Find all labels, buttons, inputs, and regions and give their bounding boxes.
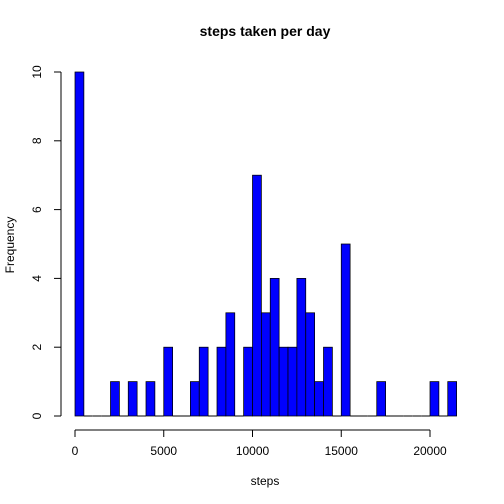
histogram-bar <box>448 382 457 416</box>
histogram-bar <box>217 347 226 416</box>
histogram-bar <box>261 313 270 416</box>
histogram-bar <box>297 278 306 416</box>
histogram-bar <box>315 382 324 416</box>
histogram-bar <box>377 382 386 416</box>
x-tick-label: 0 <box>72 444 79 458</box>
histogram-bar <box>324 347 333 416</box>
y-axis-label: Frequency <box>3 217 17 274</box>
y-axis: 0 2 4 6 8 10 <box>30 65 61 419</box>
y-tick-label: 10 <box>30 65 44 79</box>
y-tick-label: 6 <box>30 206 44 213</box>
histogram-bar <box>279 347 288 416</box>
histogram-bar <box>244 347 253 416</box>
histogram-bar <box>306 313 315 416</box>
x-axis: 0 5000 10000 15000 20000 <box>72 430 447 458</box>
histogram-bar <box>430 382 439 416</box>
histogram-bar <box>199 347 208 416</box>
histogram-bar <box>341 244 350 416</box>
y-tick-label: 4 <box>30 275 44 282</box>
x-axis-label: steps <box>251 474 280 488</box>
y-tick-label: 2 <box>30 344 44 351</box>
histogram-bar <box>164 347 173 416</box>
histogram-bar <box>146 382 155 416</box>
y-tick-label: 0 <box>30 412 44 419</box>
histogram-bar <box>75 72 84 416</box>
bars-group <box>75 72 457 416</box>
x-tick-label: 15000 <box>325 444 359 458</box>
x-tick-label: 20000 <box>413 444 447 458</box>
y-tick-label: 8 <box>30 137 44 144</box>
histogram-bar <box>226 313 235 416</box>
x-tick-label: 10000 <box>236 444 270 458</box>
histogram-bar <box>253 175 262 416</box>
histogram-bar <box>128 382 137 416</box>
chart-title: steps taken per day <box>200 23 331 39</box>
histogram-bar <box>270 278 279 416</box>
x-tick-label: 5000 <box>150 444 177 458</box>
histogram-bar <box>111 382 120 416</box>
histogram-bar <box>288 347 297 416</box>
histogram-bar <box>190 382 199 416</box>
